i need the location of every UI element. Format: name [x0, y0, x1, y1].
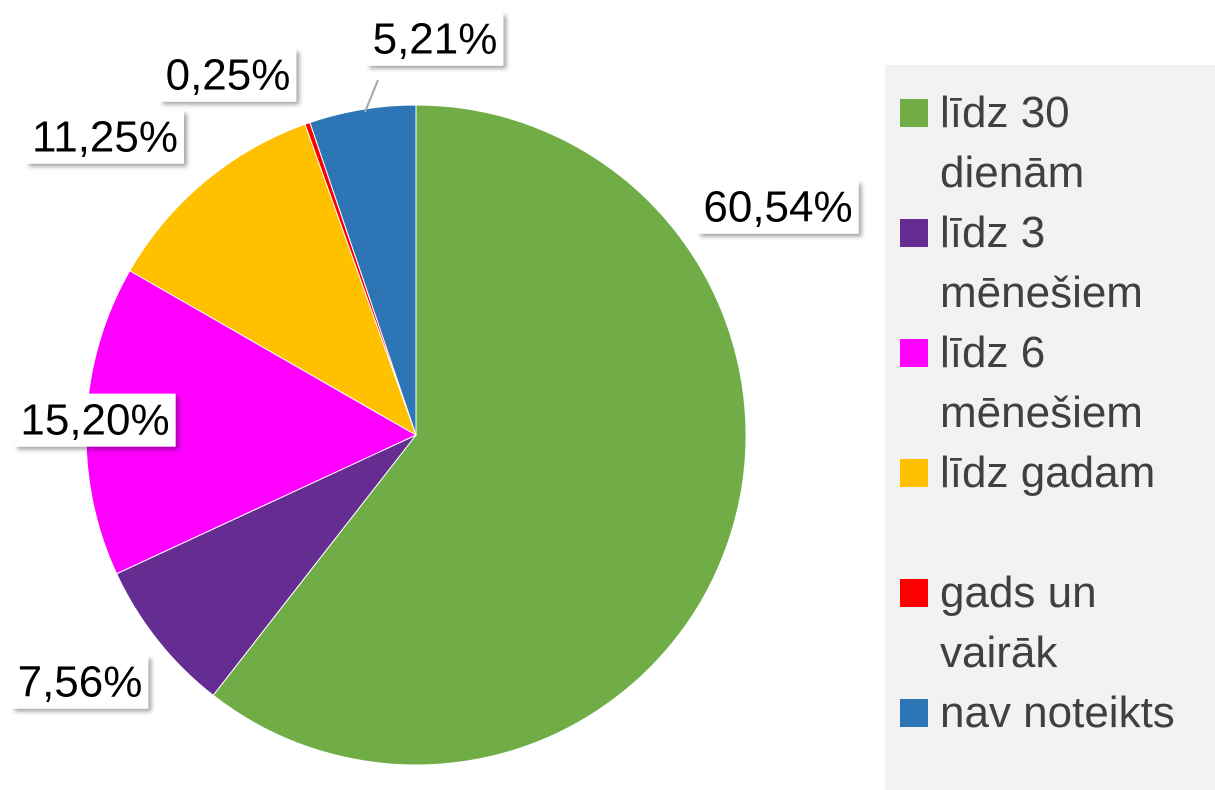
legend-label: līdz gadam — [940, 448, 1156, 497]
legend-swatch — [900, 219, 928, 247]
legend-label: līdz 6 mēnešiem — [940, 328, 1143, 437]
legend-entry: līdz 30 dienām — [900, 83, 1210, 203]
data-label: 5,21% — [366, 12, 504, 66]
data-label-text: 0,25% — [166, 51, 291, 100]
legend-entry: gads un vairāk — [900, 563, 1210, 683]
legend-entry: nav noteikts — [900, 683, 1210, 743]
label-box — [11, 655, 149, 709]
legend-entry: līdz gadam — [900, 443, 1210, 503]
data-label: 11,25% — [26, 110, 184, 164]
pie-slice — [212, 104, 747, 766]
pie-slice — [115, 434, 417, 697]
legend-label: gads un vairāk — [940, 568, 1097, 677]
label-box — [159, 48, 297, 102]
legend-swatch — [900, 339, 928, 367]
data-label-text: 5,21% — [373, 15, 498, 64]
data-label: 15,20% — [14, 393, 176, 447]
legend-swatch — [900, 579, 928, 607]
legend: līdz 30 dienām līdz 3 mēnešiem līdz 6 mēne… — [885, 65, 1215, 790]
data-label-text: 15,20% — [20, 396, 169, 445]
data-label-text: 7,56% — [18, 658, 143, 707]
leader-line — [364, 79, 379, 113]
legend-swatch — [900, 699, 928, 727]
legend-swatch — [900, 459, 928, 487]
data-label: 60,54% — [697, 180, 859, 234]
legend-label: līdz 3 mēnešiem — [940, 208, 1143, 317]
legend-entry: līdz 3 mēnešiem — [900, 203, 1210, 323]
data-label-text: 60,54% — [703, 183, 852, 232]
label-box — [366, 12, 504, 66]
data-label: 0,25% — [159, 48, 297, 102]
label-box — [26, 110, 184, 164]
pie-slice — [309, 104, 417, 436]
label-box — [697, 180, 859, 234]
pie-slice — [129, 123, 417, 437]
legend-swatch — [900, 99, 928, 127]
data-label: 7,56% — [11, 655, 149, 709]
data-label-text: 11,25% — [32, 113, 178, 162]
legend-entry: līdz 6 mēnešiem — [900, 323, 1210, 443]
label-box — [14, 393, 176, 447]
legend-label: nav noteikts — [940, 688, 1175, 737]
legend-label: līdz 30 dienām — [940, 88, 1085, 197]
